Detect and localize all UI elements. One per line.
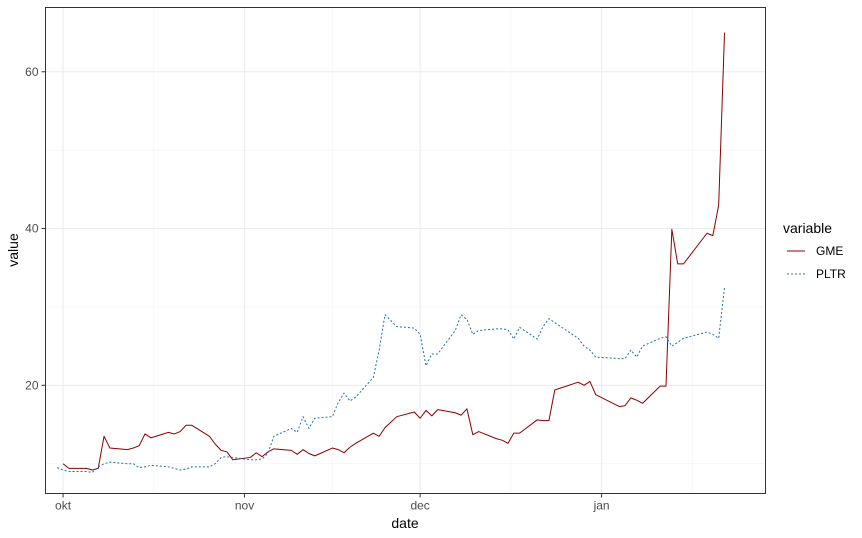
- plot-panel-border: [45, 7, 766, 494]
- y-tick-label: 60: [25, 65, 39, 79]
- y-tick-label: 20: [25, 378, 39, 392]
- x-axis-title: date: [391, 515, 418, 531]
- series-layer: [57, 32, 726, 473]
- y-axis: 20 40 60: [25, 65, 46, 392]
- x-tick-label: nov: [235, 499, 254, 513]
- legend-label-pltr: PLTR: [816, 267, 846, 281]
- y-axis-title: value: [5, 233, 21, 267]
- series-line-pltr: [57, 287, 726, 473]
- legend: variable GME PLTR: [783, 220, 846, 281]
- y-tick-label: 40: [25, 222, 39, 236]
- x-tick-label: okt: [55, 499, 72, 513]
- x-tick-label: jan: [593, 499, 610, 513]
- major-gridlines: [45, 7, 766, 494]
- legend-label-gme: GME: [816, 244, 843, 258]
- x-tick-label: dec: [410, 499, 429, 513]
- x-axis: okt nov dec jan: [55, 493, 610, 513]
- minor-gridlines: [45, 7, 766, 494]
- legend-title: variable: [783, 220, 832, 236]
- series-line-gme: [62, 32, 726, 471]
